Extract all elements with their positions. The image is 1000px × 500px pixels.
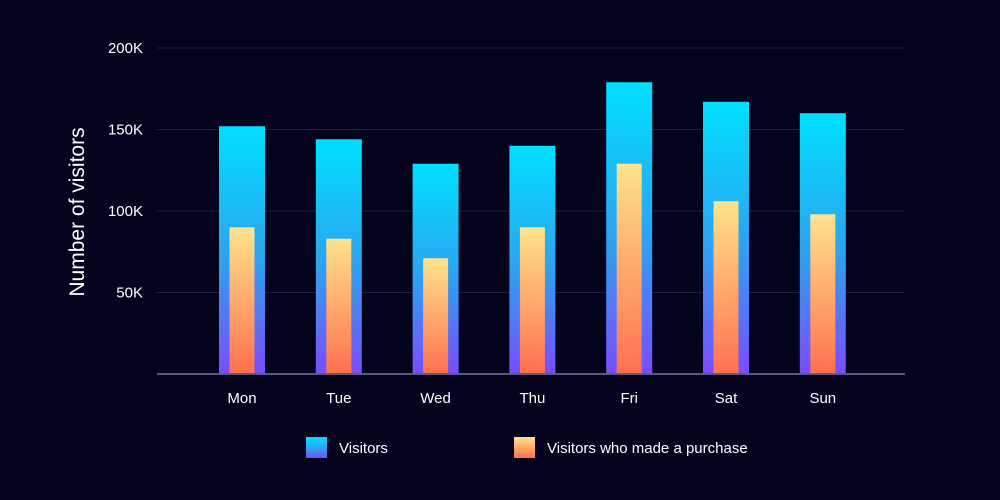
- legend-label-purchase: Visitors who made a purchase: [547, 440, 748, 457]
- x-axis-labels: Mon Tue Wed Thu Fri Sat Sun: [227, 390, 836, 407]
- y-tick-label: 50K: [116, 285, 143, 302]
- x-tick-label-thu: Thu: [519, 390, 545, 407]
- legend-swatch-visitors: [306, 437, 327, 458]
- y-tick-label: 200K: [108, 40, 143, 57]
- bar-purchase-mon: [229, 227, 255, 374]
- x-tick-label-wed: Wed: [420, 390, 451, 407]
- x-tick-label-tue: Tue: [326, 390, 351, 407]
- x-tick-label-sun: Sun: [809, 390, 836, 407]
- bar-purchase-tue: [326, 238, 352, 374]
- legend: Visitors Visitors who made a purchase: [306, 437, 748, 458]
- legend-label-visitors: Visitors: [339, 440, 388, 457]
- y-tick-label: 100K: [108, 203, 143, 220]
- bar-purchase-thu: [519, 227, 545, 374]
- y-tick-label: 150K: [108, 122, 143, 139]
- bar-purchase-fri: [616, 163, 642, 374]
- x-tick-label-mon: Mon: [227, 390, 256, 407]
- bar-purchase-sun: [810, 214, 836, 374]
- y-axis-ticks: 50K 100K 150K 200K: [108, 40, 143, 302]
- bar-purchase-wed: [423, 258, 449, 374]
- y-axis-title: Number of visitors: [66, 127, 89, 296]
- legend-swatch-purchase: [514, 437, 535, 458]
- bars: [219, 82, 846, 375]
- bar-purchase-sat: [713, 201, 739, 374]
- x-tick-label-fri: Fri: [620, 390, 638, 407]
- x-tick-label-sat: Sat: [715, 390, 738, 407]
